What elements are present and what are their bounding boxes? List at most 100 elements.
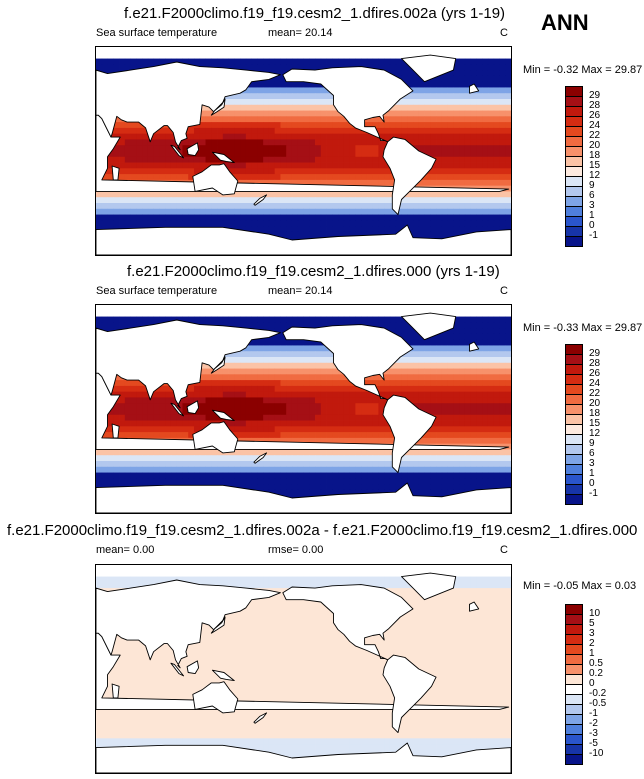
- ocean-cell: [211, 472, 218, 479]
- ocean-cell: [136, 576, 143, 583]
- ocean-cell: [378, 156, 385, 163]
- ocean-cell: [159, 168, 166, 175]
- ocean-cell: [459, 220, 466, 227]
- ocean-cell: [361, 58, 368, 65]
- ocean-cell: [320, 576, 327, 583]
- ocean-cell: [159, 133, 166, 140]
- ocean-cell: [384, 197, 391, 204]
- ocean-cell: [447, 151, 454, 158]
- ocean-cell: [464, 93, 472, 100]
- ocean-cell: [464, 455, 472, 462]
- ocean-cell: [286, 420, 293, 427]
- colorbar-label: 6: [589, 448, 595, 459]
- ocean-cell: [309, 339, 316, 346]
- ocean-cell: [499, 191, 506, 198]
- ocean-cell: [280, 472, 287, 479]
- ocean-cell: [251, 226, 258, 233]
- ocean-cell: [447, 426, 454, 433]
- ocean-cell: [159, 385, 166, 393]
- ocean-cell: [401, 110, 408, 117]
- ocean-cell: [447, 478, 454, 485]
- ocean-cell: [361, 403, 368, 410]
- ocean-cell: [113, 316, 120, 323]
- ocean-cell: [476, 70, 483, 77]
- ocean-cell: [499, 461, 506, 468]
- ocean-cell: [263, 208, 270, 215]
- ocean-cell: [447, 93, 454, 100]
- ocean-cell: [245, 145, 253, 152]
- ocean-cell: [361, 489, 368, 497]
- ocean-cell: [291, 489, 299, 497]
- ocean-cell: [142, 385, 149, 393]
- ocean-cell: [372, 426, 379, 433]
- ocean-cell: [482, 351, 489, 358]
- ocean-cell: [499, 316, 506, 323]
- ocean-cell: [384, 203, 391, 210]
- ocean-cell: [361, 391, 368, 398]
- ocean-cell: [142, 145, 149, 152]
- ocean-cell: [447, 168, 454, 175]
- ocean-cell: [436, 409, 443, 416]
- ocean-cell: [268, 391, 276, 398]
- ocean-cell: [418, 127, 425, 135]
- ocean-cell: [280, 139, 287, 146]
- ocean-cell: [315, 484, 322, 491]
- ocean-cell: [401, 70, 408, 77]
- ocean-cell: [332, 426, 339, 433]
- ocean-cell: [499, 168, 506, 175]
- ocean-cell: [303, 414, 310, 421]
- panel-3-units: C: [500, 544, 508, 556]
- ocean-cell: [309, 391, 316, 398]
- ocean-cell: [447, 391, 454, 398]
- ocean-cell: [332, 231, 339, 239]
- ocean-cell: [493, 391, 500, 398]
- ocean-cell: [222, 220, 229, 227]
- ocean-cell: [482, 385, 489, 393]
- ocean-cell: [499, 588, 506, 595]
- ocean-cell: [505, 116, 511, 123]
- ocean-cell: [447, 99, 454, 106]
- ocean-cell: [355, 191, 362, 198]
- ocean-cell: [101, 58, 108, 65]
- ocean-cell: [349, 385, 356, 393]
- ocean-cell: [153, 409, 160, 416]
- ocean-cell: [274, 214, 281, 221]
- ocean-cell: [338, 156, 345, 163]
- ocean-cell: [280, 432, 287, 439]
- colorbar-label: 12: [589, 428, 601, 439]
- ocean-cell: [453, 93, 460, 100]
- ocean-cell: [234, 449, 241, 456]
- ocean-cell: [291, 214, 299, 221]
- ocean-cell: [291, 133, 299, 140]
- ocean-cell: [170, 414, 178, 421]
- ocean-cell: [499, 380, 506, 387]
- ocean-cell: [286, 322, 293, 329]
- ocean-cell: [326, 203, 333, 210]
- ocean-cell: [326, 397, 333, 404]
- ocean-cell: [470, 449, 477, 456]
- ocean-cell: [96, 58, 103, 65]
- ocean-cell: [505, 64, 511, 71]
- ocean-cell: [355, 226, 362, 233]
- ocean-cell: [268, 426, 276, 433]
- ocean-cell: [459, 104, 466, 111]
- ocean-cell: [222, 391, 229, 398]
- ocean-cell: [147, 145, 155, 152]
- ocean-cell: [447, 472, 454, 479]
- ocean-cell: [424, 231, 431, 239]
- ocean-cell: [240, 420, 247, 427]
- ocean-cell: [493, 449, 500, 456]
- ocean-cell: [263, 397, 270, 404]
- ocean-cell: [263, 362, 270, 369]
- ocean-cell: [487, 576, 495, 583]
- ocean-cell: [343, 409, 351, 416]
- ocean-cell: [441, 466, 448, 473]
- ocean-cell: [268, 208, 276, 215]
- ocean-cell: [228, 582, 235, 589]
- ocean-cell: [436, 426, 443, 433]
- ocean-cell: [263, 351, 270, 358]
- ocean-cell: [453, 478, 460, 485]
- ocean-cell: [453, 316, 460, 323]
- ocean-cell: [459, 139, 466, 146]
- ocean-cell: [142, 174, 149, 181]
